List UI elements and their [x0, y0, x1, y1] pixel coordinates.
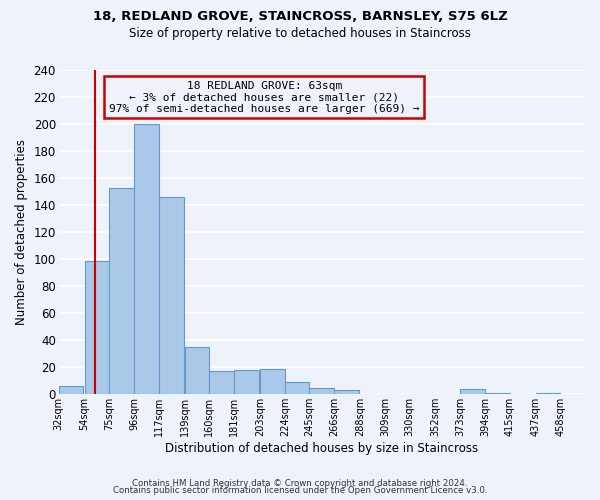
Bar — [234, 370, 259, 394]
Bar — [536, 393, 560, 394]
Text: Size of property relative to detached houses in Staincross: Size of property relative to detached ho… — [129, 28, 471, 40]
Bar — [109, 188, 134, 394]
Text: Contains public sector information licensed under the Open Government Licence v3: Contains public sector information licen… — [113, 486, 487, 495]
Bar — [209, 372, 234, 394]
Text: Contains HM Land Registry data © Crown copyright and database right 2024.: Contains HM Land Registry data © Crown c… — [132, 478, 468, 488]
Bar — [159, 197, 184, 394]
Bar — [285, 382, 310, 394]
Text: 18 REDLAND GROVE: 63sqm
← 3% of detached houses are smaller (22)
97% of semi-det: 18 REDLAND GROVE: 63sqm ← 3% of detached… — [109, 81, 419, 114]
Text: 18, REDLAND GROVE, STAINCROSS, BARNSLEY, S75 6LZ: 18, REDLAND GROVE, STAINCROSS, BARNSLEY,… — [92, 10, 508, 23]
Bar — [460, 389, 485, 394]
Bar — [134, 124, 159, 394]
X-axis label: Distribution of detached houses by size in Staincross: Distribution of detached houses by size … — [165, 442, 478, 455]
Bar — [185, 347, 209, 395]
Bar — [334, 390, 359, 394]
Bar — [85, 260, 109, 394]
Bar — [59, 386, 83, 394]
Bar — [310, 388, 334, 394]
Bar — [485, 393, 509, 394]
Bar — [260, 368, 285, 394]
Y-axis label: Number of detached properties: Number of detached properties — [15, 139, 28, 325]
